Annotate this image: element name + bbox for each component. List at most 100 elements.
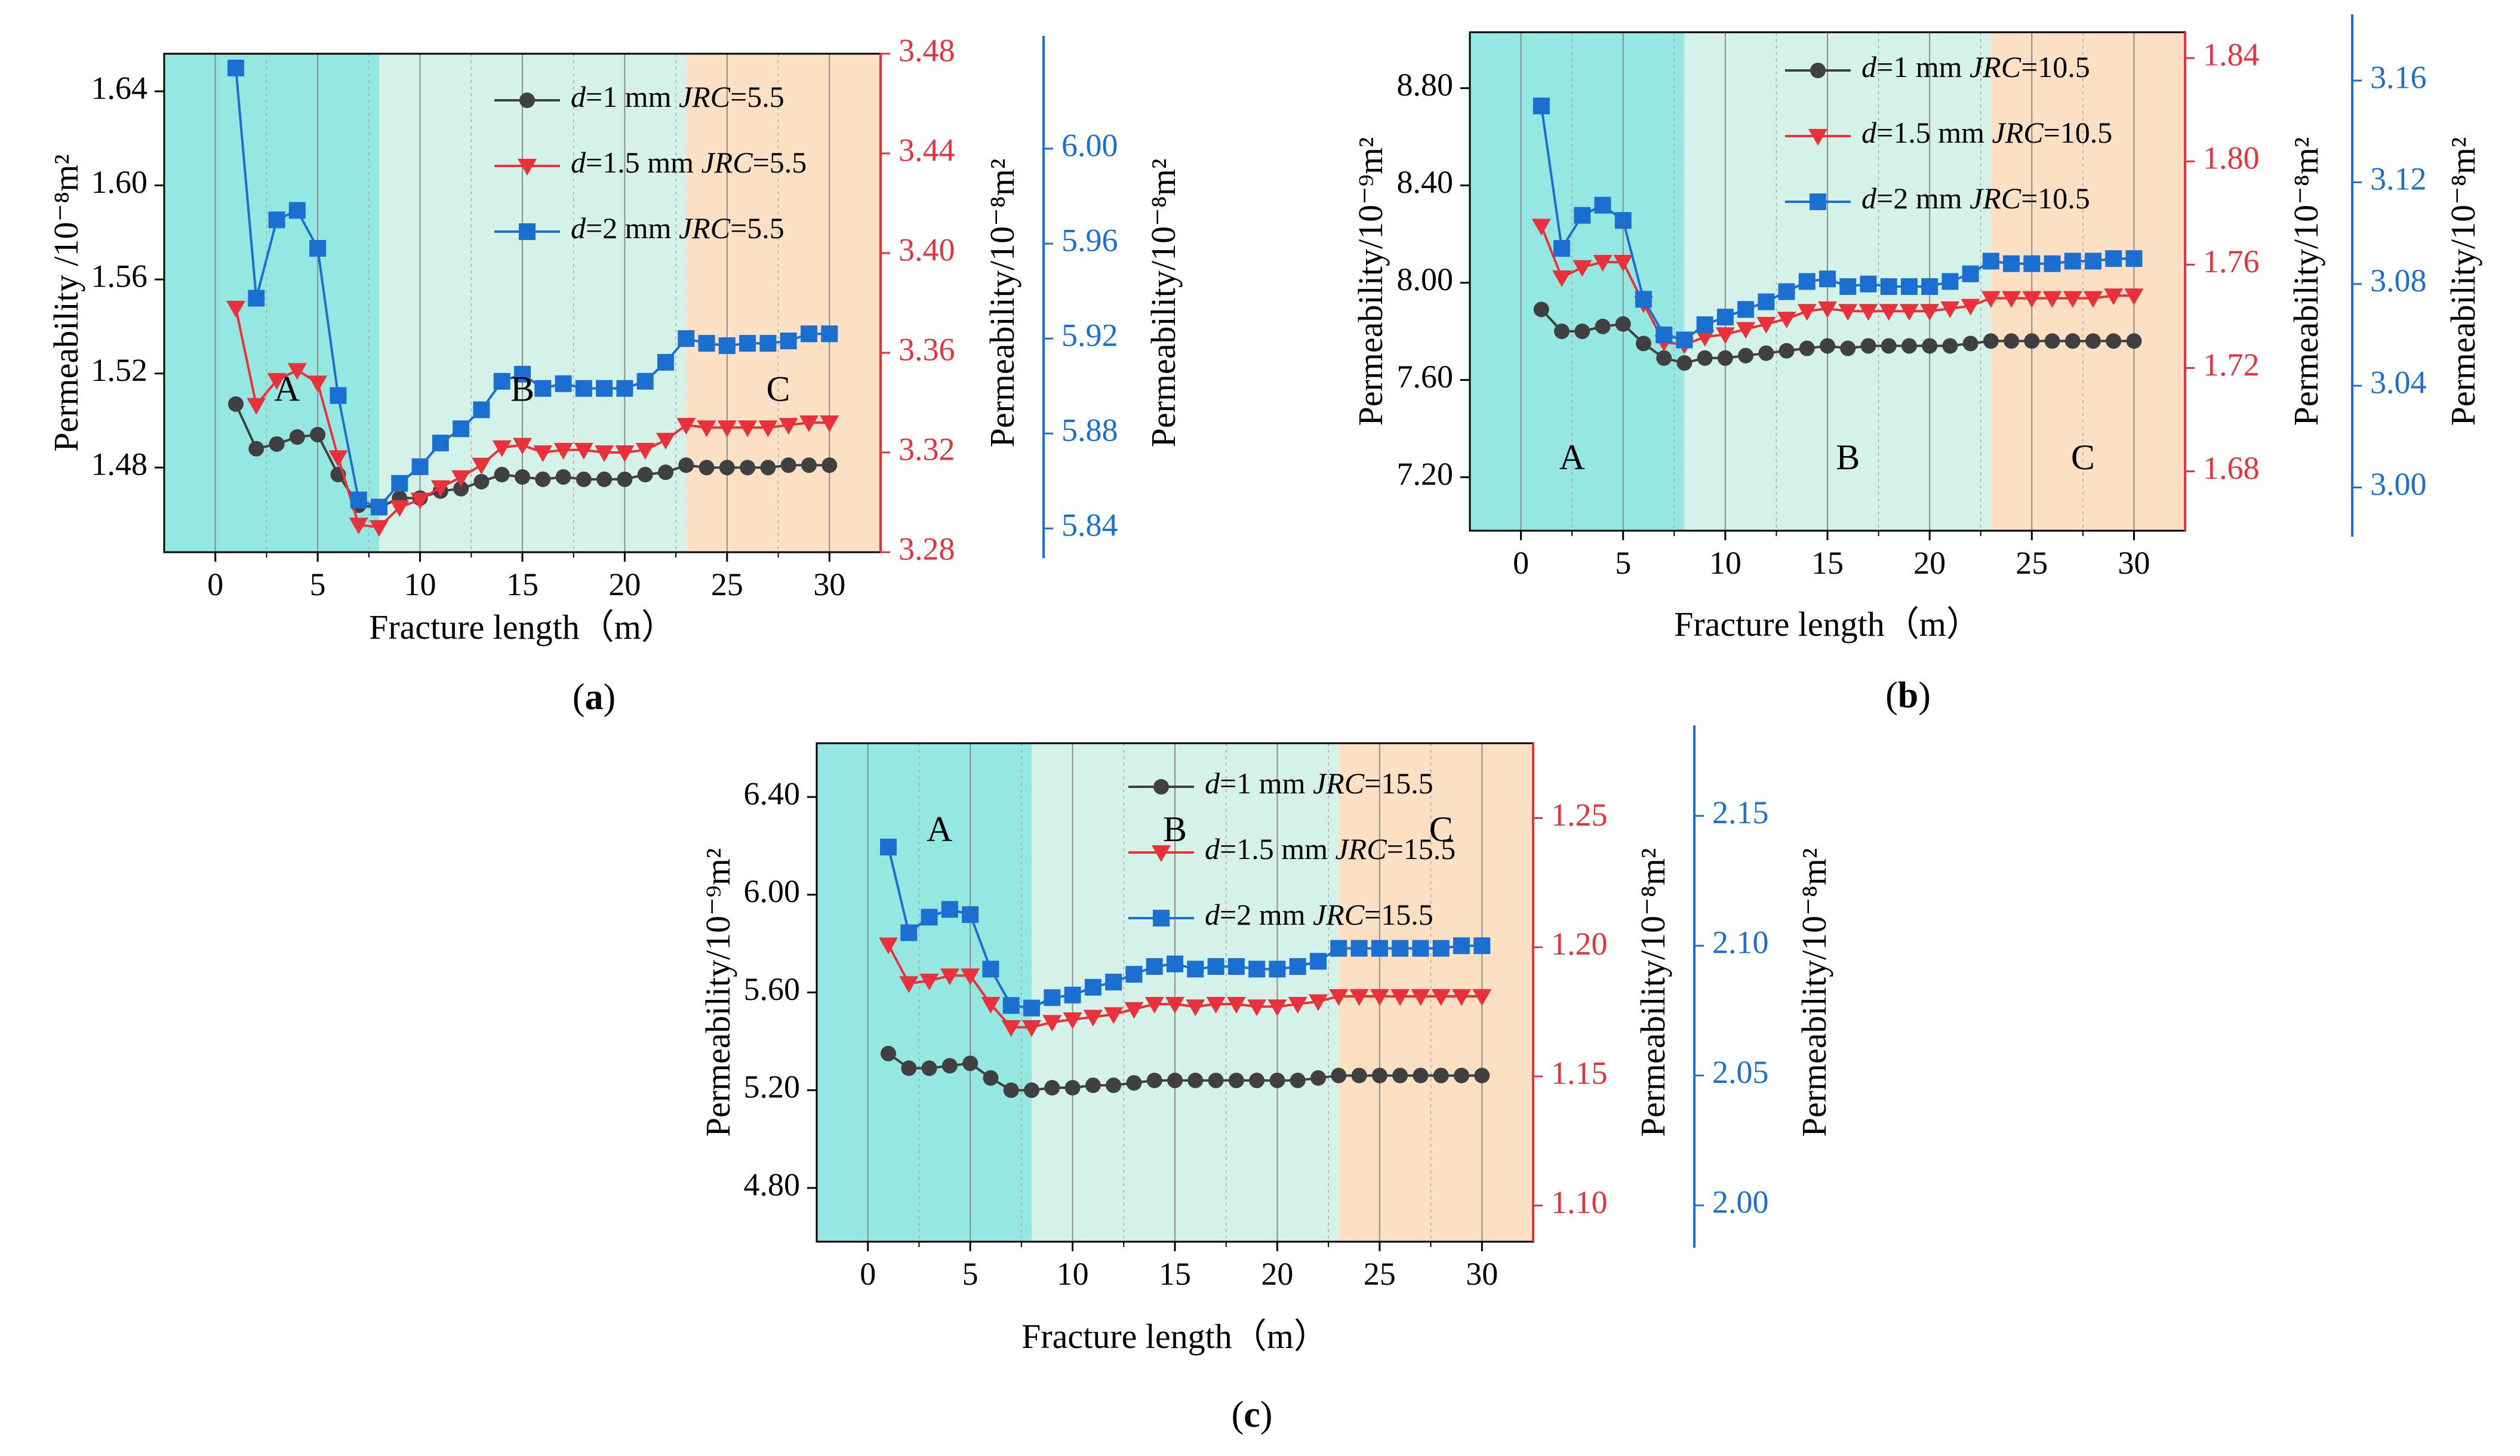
data-point bbox=[494, 467, 510, 483]
series-circle-0 bbox=[881, 1045, 1490, 1098]
data-point bbox=[411, 458, 429, 475]
data-point bbox=[1779, 343, 1795, 359]
data-point bbox=[1124, 1002, 1144, 1019]
data-point bbox=[2126, 333, 2142, 349]
data-point bbox=[1044, 1080, 1060, 1096]
legend-entry-label: d=2 mm JRC=10.5 bbox=[1861, 181, 2090, 215]
left-y-tick-label: 8.80 bbox=[1397, 67, 1454, 103]
data-point bbox=[555, 375, 572, 392]
series-square-2 bbox=[227, 59, 838, 516]
right-y-axis-label: Permeability/10⁻⁸m² bbox=[1144, 159, 1183, 448]
data-point bbox=[2085, 333, 2101, 349]
data-point bbox=[1432, 940, 1450, 957]
data-point bbox=[678, 457, 694, 473]
data-point bbox=[1309, 994, 1328, 1011]
data-point bbox=[1022, 1020, 1041, 1037]
data-point bbox=[2064, 253, 2081, 270]
data-point bbox=[247, 398, 266, 415]
data-point bbox=[961, 968, 980, 986]
left-y-tick-label: 4.80 bbox=[744, 1166, 801, 1202]
data-point bbox=[2023, 255, 2041, 272]
red-y-tick-label: 1.84 bbox=[2203, 37, 2260, 73]
data-point bbox=[1758, 293, 1775, 310]
data-point bbox=[1941, 273, 1959, 290]
blue-y-tick-label: 5.92 bbox=[1061, 318, 1118, 353]
data-point bbox=[370, 520, 389, 537]
data-point bbox=[2004, 333, 2020, 349]
legend: d=1 mm JRC=15.5 d=1.5 mm JRC=15.5 d=2 mm J… bbox=[1128, 767, 1456, 931]
data-point bbox=[880, 838, 897, 855]
data-point bbox=[287, 363, 307, 380]
data-point bbox=[473, 401, 490, 418]
data-point bbox=[1412, 940, 1429, 957]
data-point bbox=[1635, 291, 1652, 308]
series-triangle-down-1 bbox=[879, 937, 1492, 1037]
data-point bbox=[1574, 207, 1591, 224]
legend-marker bbox=[1153, 779, 1169, 795]
data-point bbox=[1024, 1082, 1039, 1098]
data-point bbox=[1777, 312, 1796, 329]
blue-y-tick-label: 6.00 bbox=[1061, 127, 1118, 163]
data-point bbox=[2042, 291, 2062, 308]
data-point bbox=[1552, 270, 1572, 288]
data-point bbox=[820, 415, 839, 432]
data-point bbox=[1798, 273, 1816, 290]
x-tick-label: 5 bbox=[310, 567, 326, 602]
data-point bbox=[1207, 958, 1224, 975]
data-point bbox=[740, 460, 756, 476]
data-point bbox=[2105, 250, 2122, 267]
zone-annotation-b: B bbox=[510, 370, 534, 409]
left-y-tick-label: 1.64 bbox=[91, 70, 148, 106]
data-point bbox=[1351, 1067, 1367, 1083]
right-y-axis-label: Permeability/10⁻⁸m² bbox=[2287, 137, 2325, 426]
data-point bbox=[1533, 97, 1550, 115]
data-point bbox=[982, 961, 999, 978]
data-point bbox=[1208, 1072, 1224, 1088]
data-point bbox=[515, 469, 530, 485]
x-tick-label: 20 bbox=[1913, 545, 1946, 581]
data-point bbox=[1330, 940, 1347, 957]
data-point bbox=[1595, 318, 1611, 334]
data-point bbox=[615, 445, 635, 462]
zone-annotation-c: C bbox=[2071, 438, 2095, 477]
data-point bbox=[309, 240, 327, 257]
data-point bbox=[780, 457, 796, 473]
left-y-tick-label: 1.60 bbox=[91, 164, 148, 200]
data-point bbox=[1737, 301, 1755, 318]
data-point bbox=[1187, 961, 1204, 978]
data-point bbox=[983, 1070, 999, 1086]
zone-annotation-a: A bbox=[1559, 438, 1584, 477]
data-point bbox=[576, 471, 592, 487]
data-point bbox=[350, 491, 367, 509]
data-point bbox=[1144, 996, 1164, 1014]
data-point bbox=[940, 968, 959, 986]
zone-b-background bbox=[379, 54, 687, 552]
data-point bbox=[390, 500, 410, 517]
x-tick-label: 0 bbox=[860, 1256, 876, 1292]
left-y-tick-label: 1.52 bbox=[91, 352, 148, 388]
data-point bbox=[1042, 1015, 1062, 1032]
red-y-tick-label: 1.15 bbox=[1551, 1055, 1608, 1091]
data-point bbox=[513, 438, 532, 455]
data-point bbox=[596, 380, 613, 397]
data-point bbox=[1983, 333, 1999, 349]
data-point bbox=[739, 335, 756, 352]
data-point bbox=[1859, 304, 1878, 321]
chart-panel-c: 0 5 10 15 20 25 30 Fracture length（m） 4.80 5.20 5.… bbox=[699, 725, 1833, 1435]
data-point bbox=[921, 1060, 937, 1076]
legend-marker bbox=[1153, 910, 1170, 926]
blue-y-tick-label: 3.08 bbox=[2370, 263, 2427, 298]
series-circle-0 bbox=[1533, 301, 2142, 371]
data-point bbox=[698, 335, 715, 352]
data-point bbox=[1411, 989, 1430, 1006]
panel-label: (b) bbox=[1885, 675, 1931, 716]
left-y-tick-label: 7.60 bbox=[1397, 359, 1454, 395]
red-y-tick-label: 1.20 bbox=[1551, 926, 1608, 962]
data-point bbox=[330, 387, 347, 404]
data-point bbox=[1695, 330, 1715, 347]
data-point bbox=[1310, 953, 1327, 970]
data-point bbox=[1615, 316, 1631, 332]
data-point bbox=[1290, 1072, 1306, 1088]
data-point bbox=[1267, 999, 1287, 1017]
panel-label: (a) bbox=[573, 677, 616, 718]
